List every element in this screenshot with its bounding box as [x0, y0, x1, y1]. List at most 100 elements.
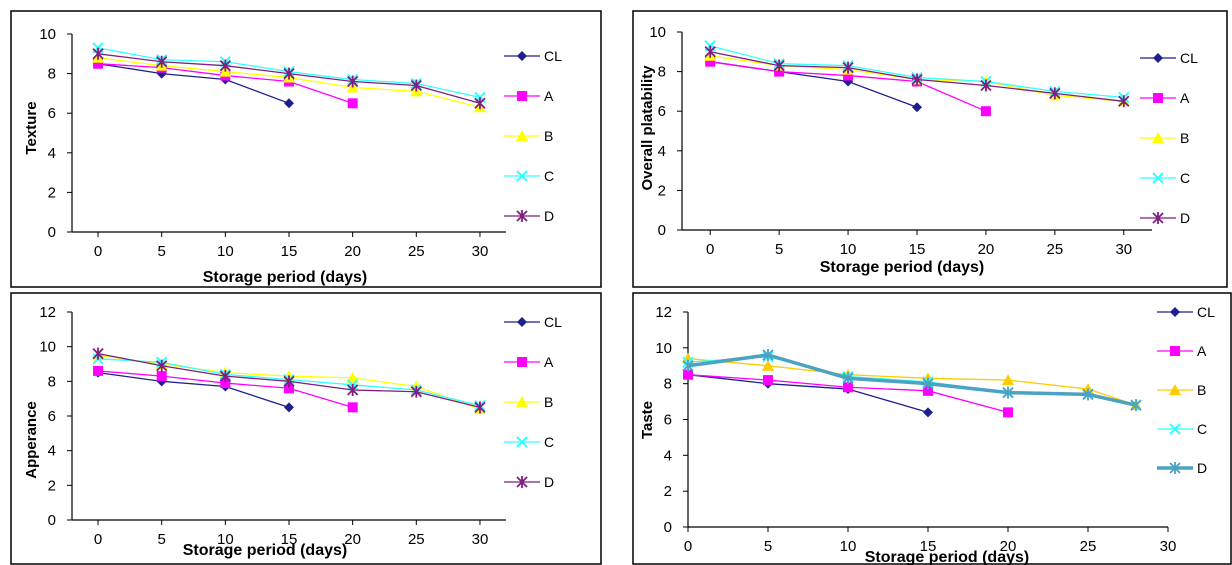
series-line-d: [687, 353, 1137, 407]
x-tick-label: 0: [706, 241, 714, 258]
data-point-a: [843, 382, 853, 393]
data-point-d: [283, 375, 295, 388]
panel-border: [632, 292, 1232, 565]
x-tick-label: 25: [1047, 241, 1064, 258]
y-axis-label: Apperance: [23, 401, 40, 479]
panel-border: [10, 10, 602, 288]
y-tick-label: 0: [48, 512, 56, 529]
series-a: [93, 365, 358, 413]
chart-taste: 0 2 4 6 8 10 12 0 5 10 15 20 25 30 Storage period (day…: [632, 292, 1232, 565]
panel-border: [632, 10, 1228, 288]
legend-item-b: B: [1157, 382, 1206, 398]
legend-marker: [1152, 132, 1164, 143]
y-tick-label: 8: [48, 373, 56, 390]
legend-marker: [516, 476, 528, 488]
legend-marker: [1152, 172, 1164, 184]
x-tick-label: 5: [158, 243, 166, 260]
x-tick-label: 10: [217, 243, 234, 260]
y-axis-label: Texture: [23, 101, 40, 154]
y-tick-label: 2: [48, 184, 56, 201]
legend-marker: [1170, 307, 1180, 317]
legend-label: C: [544, 168, 554, 184]
legend-item-cl: CL: [504, 48, 562, 64]
data-point-a: [923, 385, 933, 396]
y-tick-label: 2: [664, 483, 672, 500]
legend-item-cl: CL: [1140, 50, 1198, 66]
legend-item-c: C: [1157, 421, 1207, 437]
x-axis-label: Storage period (days): [183, 542, 347, 559]
data-point-d: [842, 61, 854, 74]
data-point-a: [284, 383, 294, 394]
legend-item-d: D: [1157, 460, 1207, 476]
legend-label: CL: [1197, 304, 1215, 320]
data-point-d: [922, 377, 934, 390]
legend-item-c: C: [504, 434, 554, 450]
legend-label: A: [1197, 343, 1207, 359]
y-tick-label: 4: [658, 143, 666, 160]
y-tick-label: 10: [39, 339, 56, 356]
legend-marker: [1169, 462, 1181, 474]
series-line-cl: [97, 372, 290, 408]
series-line-c: [710, 45, 1124, 98]
chart-panel-texture: 0 2 4 6 8 10 0 5 10 15 20 25 30 Storage period (days)…: [10, 10, 602, 288]
x-axis-label: Storage period (days): [865, 549, 1029, 565]
x-tick-label: 20: [1000, 538, 1017, 555]
data-point-a: [93, 58, 104, 69]
legend-marker: [516, 436, 528, 448]
legend-item-a: A: [504, 354, 554, 370]
legend-label: C: [1197, 421, 1207, 437]
x-tick-label: 25: [408, 243, 425, 260]
legend-marker: [1170, 346, 1180, 356]
data-point-a: [93, 365, 104, 376]
legend-marker: [1169, 384, 1181, 395]
legend-label: D: [544, 208, 554, 224]
legend-item-cl: CL: [1157, 304, 1215, 320]
data-point-b: [1002, 374, 1014, 386]
series-d: [92, 347, 486, 414]
legend-item-d: D: [504, 208, 554, 224]
series-a: [683, 369, 1013, 418]
x-tick-label: 5: [764, 538, 772, 555]
legend-marker: [517, 357, 527, 367]
y-tick-label: 12: [655, 304, 672, 321]
legend-item-d: D: [1140, 210, 1190, 226]
y-tick-label: 2: [48, 477, 56, 494]
x-tick-label: 15: [909, 241, 926, 258]
legend-item-a: A: [1140, 90, 1190, 106]
data-point-d: [410, 385, 422, 398]
legend-item-cl: CL: [504, 314, 562, 330]
x-tick-label: 10: [217, 531, 234, 548]
data-point-d: [980, 79, 992, 92]
series-d: [682, 349, 1142, 412]
data-point-cl: [284, 98, 294, 109]
data-point-d: [1002, 386, 1014, 399]
y-tick-label: 8: [658, 64, 666, 81]
legend-item-b: B: [504, 128, 553, 144]
y-tick-label: 0: [664, 519, 672, 536]
legend-item-d: D: [504, 474, 554, 490]
data-point-a: [156, 371, 167, 382]
x-axis-label: Storage period (days): [820, 259, 984, 276]
y-tick-label: 6: [664, 412, 672, 429]
chart-texture: 0 2 4 6 8 10 0 5 10 15 20 25 30 Storage period (days)…: [10, 10, 602, 288]
legend-label: CL: [544, 314, 562, 330]
data-point-d: [219, 59, 231, 72]
y-tick-label: 10: [655, 340, 672, 357]
y-tick-label: 6: [48, 105, 56, 122]
data-point-d: [911, 73, 923, 86]
data-point-cl: [912, 102, 922, 113]
y-tick-label: 8: [48, 66, 56, 83]
y-tick-label: 2: [658, 182, 666, 199]
x-tick-label: 0: [684, 538, 692, 555]
x-tick-label: 10: [840, 241, 857, 258]
data-point-d: [156, 55, 168, 68]
x-axis-label: Storage period (days): [203, 269, 367, 286]
legend-label: D: [544, 474, 554, 490]
y-tick-label: 4: [664, 447, 672, 464]
y-axis-label: Overall platability: [639, 65, 656, 191]
panel-border: [10, 292, 602, 565]
data-point-cl: [923, 407, 933, 418]
data-point-d: [773, 59, 785, 72]
y-tick-label: 4: [48, 145, 56, 162]
legend-label: CL: [1180, 50, 1198, 66]
